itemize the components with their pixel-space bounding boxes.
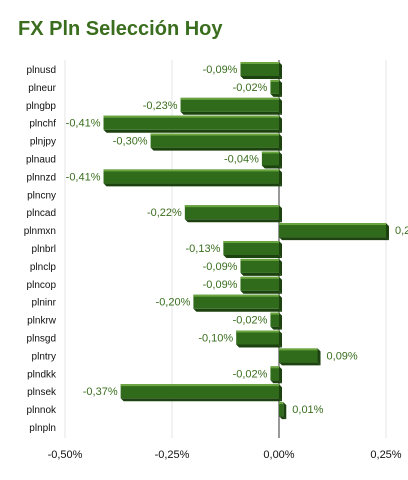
category-label: plndkk [27, 369, 57, 380]
category-label: plninr [32, 298, 57, 309]
value-label: 0,01% [292, 404, 323, 416]
category-label: plneur [28, 83, 56, 94]
category-label: plnsgd [27, 334, 56, 345]
bar-plncop [240, 276, 282, 294]
chart-title: FX Pln Selección Hoy [18, 18, 223, 40]
bar-plnnzd [103, 169, 283, 187]
category-label: plnpln [29, 423, 56, 434]
bar-plnkrw [270, 312, 282, 330]
x-tick-label: 0,00% [263, 449, 294, 461]
value-label: -0,30% [113, 136, 148, 148]
value-label: -0,02% [233, 82, 268, 94]
x-axis-tick-labels: -0,50% -0,25% 0,00% 0,25% [48, 449, 402, 461]
value-label: -0,23% [143, 100, 178, 112]
category-label: plnnok [27, 405, 57, 416]
value-label: -0,13% [186, 243, 221, 255]
value-label: -0,22% [147, 207, 182, 219]
value-label: -0,09% [203, 279, 238, 291]
bar-plnclp [240, 258, 282, 276]
category-label: plncny [27, 190, 56, 201]
value-label: 0,2 [395, 225, 408, 237]
category-label: plnaud [26, 155, 56, 166]
value-label: -0,04% [224, 154, 259, 166]
bar-plnnok [279, 402, 287, 420]
category-label: plnnzd [27, 172, 56, 183]
category-label: plnclp [30, 262, 57, 273]
x-tick-label: -0,25% [155, 449, 190, 461]
bar-plninr [193, 294, 282, 312]
category-label: plntry [32, 351, 56, 362]
category-label: plngbp [26, 101, 56, 112]
value-label: -0,02% [233, 315, 268, 327]
bar-plnsek [120, 384, 282, 402]
x-tick-label: 0,25% [370, 449, 401, 461]
value-label: -0,10% [198, 333, 233, 345]
value-label: -0,41% [66, 171, 101, 183]
value-label: -0,09% [203, 64, 238, 76]
value-labels: -0,09% -0,02% -0,23% -0,41% -0,30% -0,04% -0,4… [66, 64, 408, 416]
bar-plnusd [240, 62, 282, 79]
category-label: plnjpy [30, 137, 56, 148]
category-label: plnmxn [24, 226, 56, 237]
category-label: plnchf [29, 119, 56, 130]
bar-plntry [279, 348, 321, 366]
category-label: plncad [27, 208, 56, 219]
bar-plncad [184, 205, 282, 223]
value-label: -0,09% [203, 261, 238, 273]
x-tick-label: -0,50% [48, 449, 83, 461]
bar-plnchf [103, 115, 283, 133]
bar-plndkk [270, 366, 282, 384]
bar-plnbrl [223, 241, 282, 258]
category-label: plnsek [27, 387, 57, 398]
bar-plngbp [180, 97, 282, 115]
category-labels: plnusd plneur plngbp plnchf plnjpy plnaud plnn… [24, 65, 57, 434]
category-label: plnusd [27, 65, 56, 76]
value-label: -0,02% [233, 368, 268, 380]
bar-plnmxn [279, 223, 389, 241]
bar-plnaud [261, 151, 282, 169]
category-label: plnbrl [32, 244, 56, 255]
bar-plnjpy [150, 133, 282, 151]
value-label: -0,37% [83, 386, 118, 398]
category-label: plnkrw [27, 316, 57, 327]
value-label: -0,20% [156, 297, 191, 309]
category-label: plncop [27, 280, 57, 291]
bar-plnsgd [236, 330, 282, 348]
bars [103, 62, 389, 420]
value-label: 0,09% [327, 350, 358, 362]
value-label: -0,41% [66, 118, 101, 130]
bar-plneur [270, 79, 282, 97]
